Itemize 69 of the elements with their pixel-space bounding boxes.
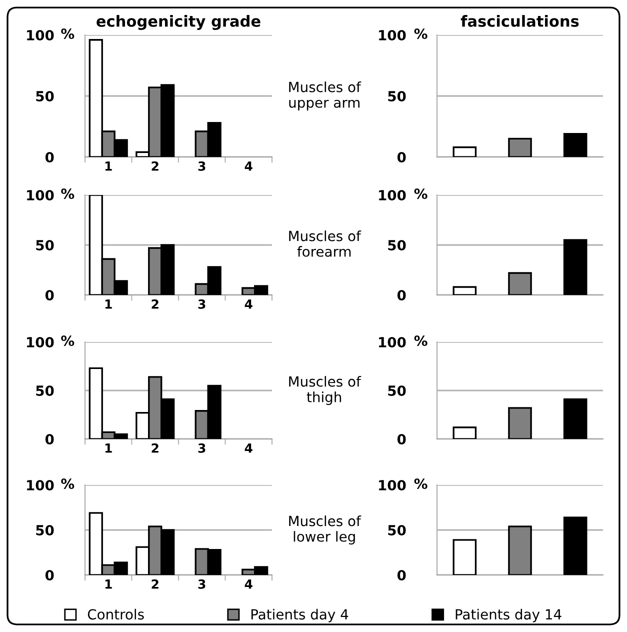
y-tick-label: 50 [388,90,406,102]
y-tick-label: 0 [45,570,54,580]
y-tick-label: 0 [45,434,54,444]
y-tick-label: 100 [379,190,406,200]
text: Muscles of lower leg [289,516,362,544]
y-tick-label: 100 [379,336,406,348]
y-axis-title: % [61,188,74,200]
y-tick-label: 50 [388,524,406,536]
y-tick-label: 0 [45,290,54,300]
bar [452,286,477,295]
x-tick-label: 2 [152,443,158,453]
bar [508,526,532,575]
bar [508,272,532,295]
y-tick-label: 100 [27,336,54,348]
bar [563,132,588,157]
legend-label: Patients day 4 [251,608,348,622]
y-tick-label: 50 [36,240,54,250]
x-tick-label: 3 [198,443,206,453]
bar [508,407,532,439]
y-axis-title: % [414,336,428,346]
y-tick-label: 0 [45,152,54,162]
x-tick-label: 4 [244,162,252,171]
x-tick-label: 3 [198,161,206,171]
y-axis-title: % [61,336,74,346]
y-tick-label: 50 [36,90,54,102]
text: Muscles of forearm [289,230,362,257]
text: Muscles of upper arm [289,82,362,110]
y-tick-label: 100 [27,480,54,490]
y-tick-label: 100 [27,30,54,40]
y-tick-label: 50 [388,240,406,250]
y-tick-label: 50 [36,385,54,396]
bar [563,239,588,295]
chart-title: fasciculations [460,15,579,27]
x-tick-label: 3 [198,579,206,589]
chart-title: echogenicity grade [96,15,260,30]
text: Muscles of thigh [289,376,362,405]
x-tick-label: 2 [152,161,158,171]
y-tick-label: 100 [379,480,406,490]
y-tick-label: 100 [27,190,54,200]
x-tick-label: 2 [152,299,158,309]
bar [508,138,532,157]
x-tick-label: 4 [244,300,252,309]
y-tick-label: 0 [397,570,406,580]
y-tick-label: 50 [388,385,406,396]
x-tick-label: 1 [105,162,112,171]
y-axis-title: % [61,28,74,40]
y-tick-label: 0 [397,152,406,162]
x-tick-label: 1 [105,300,112,309]
legend-label: Patients day 14 [456,608,562,622]
y-axis-title: % [414,478,428,490]
y-axis-title: % [61,478,74,490]
x-tick-label: 1 [105,580,112,589]
bar [563,516,588,575]
y-tick-label: 0 [397,290,406,300]
y-axis-title: % [414,188,428,200]
x-tick-label: 3 [198,299,206,309]
x-tick-label: 2 [152,579,158,589]
x-tick-label: 4 [244,580,252,589]
y-axis-title: % [414,28,428,40]
bar [563,398,588,439]
y-tick-label: 100 [379,30,406,40]
y-tick-label: 0 [397,434,406,444]
bar [452,539,477,575]
y-tick-label: 50 [36,524,54,536]
bar [452,426,477,439]
legend-label: Controls [88,608,144,620]
x-tick-label: 1 [105,444,112,453]
x-tick-label: 4 [244,444,252,453]
bar [452,146,477,157]
